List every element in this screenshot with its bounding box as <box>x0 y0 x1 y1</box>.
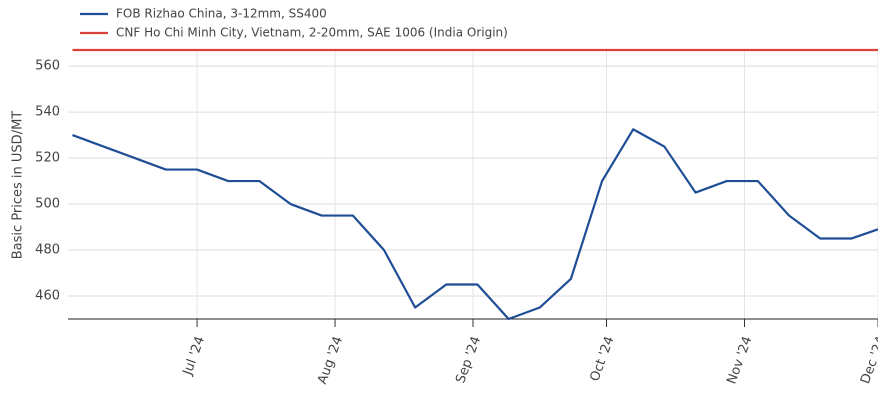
y-tick-label: 520 <box>35 151 60 166</box>
y-tick-label: 560 <box>35 59 60 74</box>
y-tick-label: 480 <box>35 243 60 258</box>
y-tick-label: 500 <box>35 197 60 212</box>
y-tick-label: 460 <box>35 289 60 304</box>
legend-label: CNF Ho Chi Minh City, Vietnam, 2-20mm, S… <box>116 26 508 40</box>
x-tick-label: Sep '24 <box>453 334 484 385</box>
y-tick-label: 540 <box>35 105 60 120</box>
line-series <box>72 128 878 321</box>
x-tick-label: Nov '24 <box>724 334 755 386</box>
plot-area <box>72 48 878 321</box>
x-tick-label: Jul '24 <box>180 334 208 378</box>
y-axis-label: Basic Prices in USD/MT <box>11 111 26 260</box>
legend-label: FOB Rizhao China, 3-12mm, SS400 <box>116 7 327 21</box>
x-tick-label: Dec '24 <box>858 334 878 386</box>
x-tick-label: Aug '24 <box>315 334 346 386</box>
x-tick-label: Oct '24 <box>587 334 617 383</box>
